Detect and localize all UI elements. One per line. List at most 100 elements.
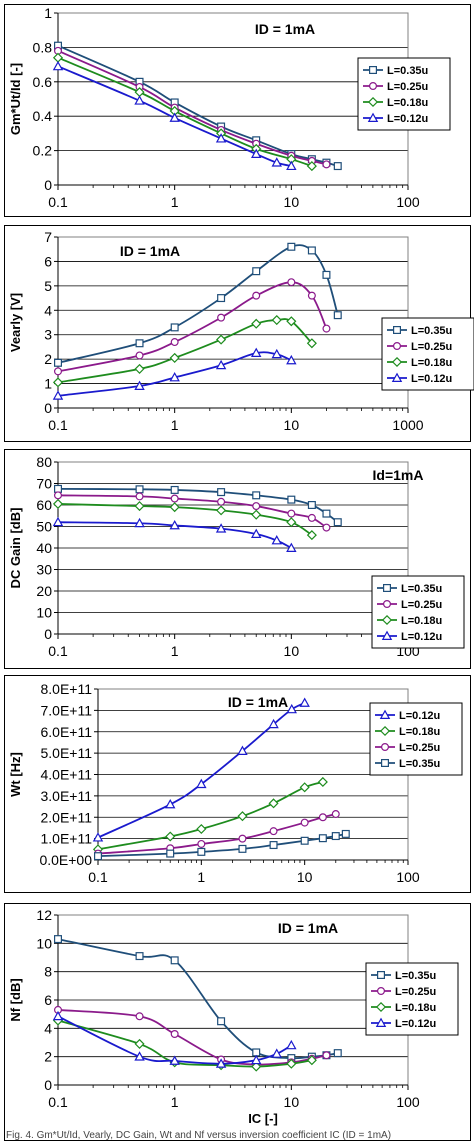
legend: L=0.35u L=0.25u L=0.18u L=0.12u	[365, 962, 459, 1036]
data-point	[196, 823, 207, 835]
y-tick-label: 20	[36, 583, 52, 599]
data-point	[306, 1055, 317, 1066]
series-L=0.12u	[52, 60, 297, 171]
data-point	[269, 841, 278, 850]
data-point	[268, 718, 279, 729]
data-point	[169, 1055, 180, 1065]
data-point	[250, 148, 262, 158]
y-tick-label: 6.0E+11	[40, 724, 92, 740]
data-point	[300, 836, 309, 845]
x-tick-label: 10	[284, 194, 300, 210]
data-point	[252, 491, 261, 500]
chart-title: Id=1mA	[373, 467, 424, 483]
chart-2: 0 1 2 3 4 5 6 7 0.1 1 10 1000 Vearly [V] ID = 1mA L=0.…	[4, 225, 474, 442]
y-tick-label: 3.0E+11	[40, 788, 92, 804]
y-axis-label: Wt [Hz]	[8, 752, 23, 797]
y-tick-label: 0	[44, 400, 52, 416]
data-point	[317, 776, 328, 788]
data-point	[286, 160, 297, 171]
x-tick-label: 0.1	[88, 869, 108, 885]
y-tick-label: 0.4	[33, 108, 53, 124]
y-tick-label: 80	[36, 454, 52, 470]
data-point	[322, 523, 331, 532]
x-tick-label: 0.1	[48, 417, 68, 433]
legend-label: L=0.35u	[401, 583, 442, 595]
y-tick-label: 60	[36, 497, 52, 513]
data-point	[299, 697, 310, 707]
series-L=0.25u	[53, 278, 331, 376]
data-point	[217, 313, 226, 322]
x-tick-label: 1	[171, 643, 179, 659]
data-point	[252, 291, 261, 300]
y-tick-label: 6	[44, 253, 52, 269]
data-point	[52, 390, 64, 400]
x-tick-label: 100	[396, 869, 420, 885]
y-tick-label: 2	[44, 351, 52, 367]
y-tick-label: 5.0E+11	[40, 745, 92, 761]
data-point	[52, 60, 64, 71]
data-point	[165, 798, 176, 809]
data-point	[307, 513, 316, 522]
data-point	[307, 501, 316, 510]
x-tick-label: 100	[396, 1094, 420, 1110]
data-point	[134, 1038, 145, 1049]
series-L=0.18u	[52, 315, 317, 388]
legend-label: L=0.12u	[395, 1018, 436, 1030]
y-axis-label: DC Gain [dB]	[8, 508, 23, 589]
x-tick-label: 0.1	[48, 1094, 68, 1110]
data-point	[306, 530, 317, 541]
series-L=0.35u	[53, 242, 342, 367]
data-point	[170, 323, 179, 332]
data-point	[197, 839, 206, 848]
data-point	[197, 847, 206, 856]
x-tick-label: 10	[284, 417, 300, 433]
legend-marker	[379, 725, 391, 737]
chart-4: 0.0E+00 1.0E+11 2.0E+11 3.0E+11 4.0E+11 5.0E+…	[4, 675, 471, 893]
data-point	[52, 1010, 64, 1021]
x-tick-label: 1000	[392, 417, 423, 433]
data-point	[307, 246, 316, 255]
data-point	[251, 1061, 262, 1072]
data-point	[166, 849, 175, 858]
legend-label: L=0.18u	[411, 357, 452, 369]
data-point	[134, 1051, 145, 1061]
data-point	[169, 372, 180, 382]
series-L=0.18u	[52, 498, 317, 541]
data-point	[286, 542, 297, 552]
x-tick-label: 0.1	[48, 643, 68, 659]
legend-marker	[377, 970, 386, 979]
legend: L=0.35u L=0.25u L=0.18u L=0.12u	[371, 575, 465, 649]
data-point	[333, 1049, 342, 1058]
legend-label: L=0.25u	[395, 986, 436, 998]
y-tick-label: 30	[36, 562, 52, 578]
data-point	[252, 502, 261, 511]
y-tick-label: 0	[44, 177, 52, 193]
data-point	[217, 1017, 226, 1026]
data-point	[135, 339, 144, 348]
y-tick-label: 40	[36, 540, 52, 556]
data-point	[286, 354, 297, 365]
y-tick-label: 4	[44, 302, 52, 318]
legend-marker	[367, 96, 379, 108]
data-point	[251, 509, 262, 520]
series-L=0.35u	[53, 484, 342, 527]
legend-label: L=0.12u	[387, 113, 428, 125]
data-point	[287, 278, 296, 287]
data-point	[134, 363, 145, 374]
data-point	[286, 703, 297, 714]
legend-marker	[383, 599, 392, 608]
data-point	[341, 829, 350, 838]
data-point	[271, 157, 282, 167]
series-L=0.12u	[52, 1010, 297, 1068]
x-axis-label: IC [-]	[248, 1111, 278, 1126]
data-point	[333, 162, 342, 171]
data-point	[215, 523, 227, 533]
data-point	[238, 844, 247, 853]
y-tick-label: 0	[44, 1077, 52, 1093]
legend-marker	[375, 1017, 387, 1027]
data-point	[286, 1039, 297, 1050]
y-tick-label: 10	[36, 935, 52, 951]
legend-label: L=0.35u	[411, 325, 452, 337]
